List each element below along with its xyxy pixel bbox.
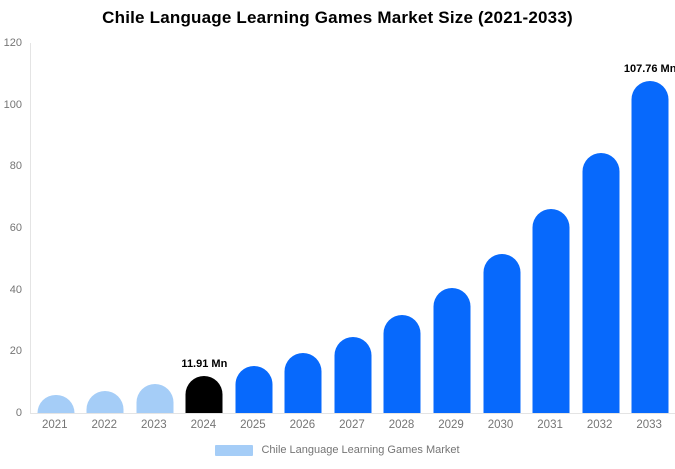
x-tick-label-2027: 2027 bbox=[339, 419, 365, 431]
y-axis: 0 20 40 60 80 100 120 bbox=[0, 37, 25, 419]
bar-slot-2031 bbox=[526, 43, 576, 413]
bar-value-label-2024: 11.91 Mn bbox=[181, 358, 228, 371]
x-axis: 2021 2022 2023 2024 2025 2026 2027 2028 2029 2030… bbox=[30, 419, 674, 431]
bar-value-label-2033: 107.76 Mn bbox=[623, 62, 675, 75]
y-tick-label: 60 bbox=[9, 222, 22, 234]
bar-slot-2024: 11.91 Mn bbox=[180, 43, 230, 413]
y-tick-label: 100 bbox=[3, 98, 22, 111]
bar-slot-2026 bbox=[279, 43, 329, 413]
legend-item[interactable]: Chile Language Learning Games Market bbox=[0, 444, 675, 456]
x-tick-label-2029: 2029 bbox=[438, 419, 464, 431]
bar-2027 bbox=[334, 336, 372, 413]
x-tick-label-2023: 2023 bbox=[141, 419, 167, 431]
bar-slot-2027 bbox=[328, 43, 378, 413]
bar-2033 bbox=[631, 80, 669, 413]
y-tick-label: 40 bbox=[9, 283, 22, 296]
y-tick-label: 80 bbox=[9, 160, 22, 173]
bar-2023 bbox=[136, 384, 174, 413]
x-tick-label-2028: 2028 bbox=[388, 419, 415, 431]
x-tick-label-2021: 2021 bbox=[41, 419, 68, 431]
plot-area: 11.91 Mn 107.76 Mn bbox=[30, 43, 675, 414]
bar-2031 bbox=[532, 209, 570, 413]
x-tick-label-2024: 2024 bbox=[190, 419, 217, 431]
legend-label: Chile Language Learning Games Market bbox=[261, 444, 460, 456]
bar-2026 bbox=[284, 353, 322, 413]
legend-swatch bbox=[215, 444, 254, 456]
bar-slot-2023 bbox=[130, 43, 180, 413]
bar-2021 bbox=[37, 395, 75, 413]
bar-2025 bbox=[235, 366, 273, 413]
bar-slot-2032 bbox=[576, 43, 626, 413]
bar-2024 bbox=[185, 376, 223, 413]
x-tick-label-2026: 2026 bbox=[289, 419, 316, 431]
bar-slot-2030 bbox=[477, 43, 527, 413]
x-tick-label-2030: 2030 bbox=[487, 419, 514, 431]
bar-slot-2022 bbox=[81, 43, 131, 413]
bar-slot-2025 bbox=[229, 43, 279, 413]
bar-slot-2029 bbox=[427, 43, 477, 413]
y-tick-label: 120 bbox=[3, 37, 22, 49]
bar-2032 bbox=[582, 152, 620, 413]
bar-2029 bbox=[433, 288, 471, 413]
bar-slot-2028 bbox=[378, 43, 428, 413]
x-tick-label-2033: 2033 bbox=[636, 419, 662, 431]
bar-2030 bbox=[483, 253, 521, 413]
x-tick-label-2022: 2022 bbox=[91, 419, 118, 431]
bar-slot-2033: 107.76 Mn bbox=[623, 43, 675, 413]
y-tick-label: 0 bbox=[15, 407, 22, 419]
y-tick-label: 20 bbox=[9, 345, 22, 358]
x-tick-label-2025: 2025 bbox=[240, 419, 266, 431]
x-tick-label-2032: 2032 bbox=[586, 419, 613, 431]
x-tick-label-2031: 2031 bbox=[537, 419, 563, 431]
chart-title: Chile Language Learning Games Market Siz… bbox=[102, 8, 573, 27]
bar-slot-2021 bbox=[31, 43, 81, 413]
bar-2022 bbox=[86, 390, 124, 413]
bar-2028 bbox=[383, 315, 421, 413]
